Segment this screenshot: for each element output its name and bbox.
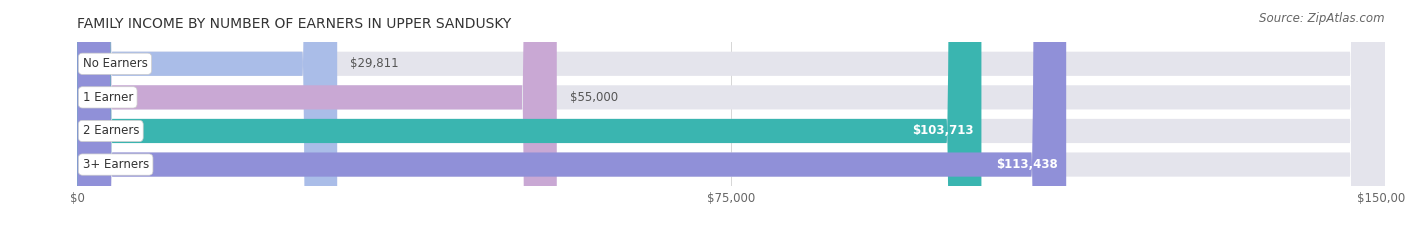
Text: 3+ Earners: 3+ Earners <box>83 158 149 171</box>
Text: Source: ZipAtlas.com: Source: ZipAtlas.com <box>1260 12 1385 25</box>
Text: $29,811: $29,811 <box>350 57 399 70</box>
Text: 2 Earners: 2 Earners <box>83 124 139 137</box>
Text: FAMILY INCOME BY NUMBER OF EARNERS IN UPPER SANDUSKY: FAMILY INCOME BY NUMBER OF EARNERS IN UP… <box>77 17 512 31</box>
Text: 1 Earner: 1 Earner <box>83 91 134 104</box>
FancyBboxPatch shape <box>77 0 1066 233</box>
FancyBboxPatch shape <box>77 0 1385 233</box>
FancyBboxPatch shape <box>77 0 1385 233</box>
FancyBboxPatch shape <box>77 0 1385 233</box>
FancyBboxPatch shape <box>77 0 1385 233</box>
Text: $113,438: $113,438 <box>997 158 1059 171</box>
FancyBboxPatch shape <box>77 0 337 233</box>
FancyBboxPatch shape <box>77 0 557 233</box>
Text: $55,000: $55,000 <box>569 91 619 104</box>
Text: No Earners: No Earners <box>83 57 148 70</box>
FancyBboxPatch shape <box>77 0 981 233</box>
Text: $103,713: $103,713 <box>912 124 973 137</box>
